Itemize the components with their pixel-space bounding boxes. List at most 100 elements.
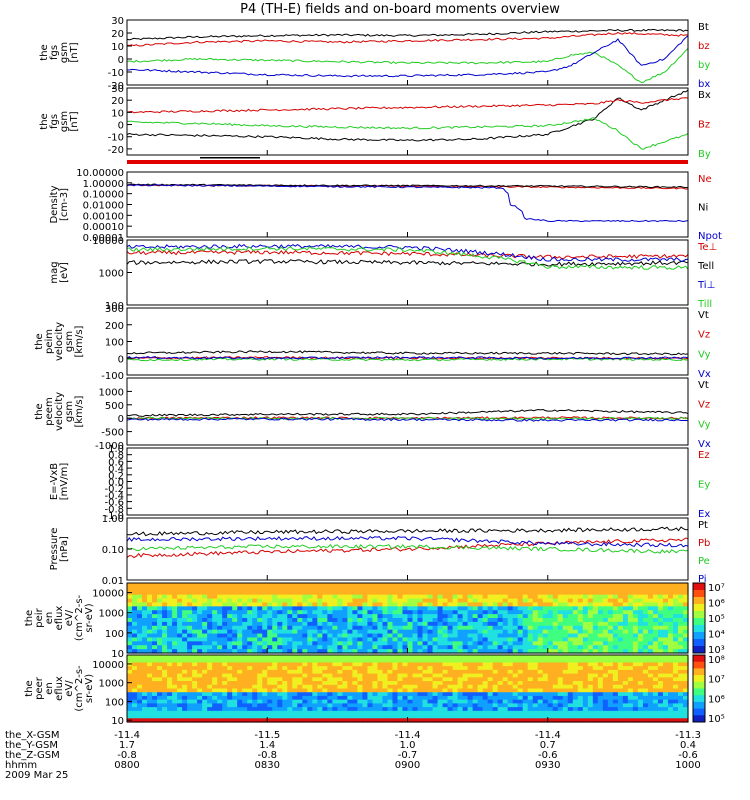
spectrogram-cell (657, 684, 664, 690)
spectrogram-cell (337, 718, 343, 723)
spectrogram-cell (482, 710, 489, 716)
spectrogram-cell (602, 699, 609, 704)
spectrogram-cell (217, 618, 223, 623)
spectrogram-cell (477, 677, 484, 682)
spectrogram-cell (237, 655, 243, 660)
spectrogram-cell (452, 677, 459, 682)
spectrogram-cell (667, 677, 674, 682)
spectrogram-cell (557, 692, 564, 697)
spectrogram-cell (157, 669, 163, 675)
spectrogram-cell (202, 669, 208, 675)
spectrogram-cell (527, 662, 534, 667)
spectrogram-cell (567, 590, 574, 596)
spectrogram-cell (222, 677, 228, 682)
spectrogram-cell (572, 586, 579, 592)
spectrogram-cell (677, 695, 684, 701)
spectrogram-cell (487, 594, 494, 600)
spectrogram-cell (547, 684, 554, 690)
spectrogram-cell (432, 583, 439, 588)
spectrogram-cell (297, 718, 303, 723)
spectrogram-cell (317, 669, 323, 675)
spectrogram-cell (522, 669, 529, 675)
spectrogram-cell (642, 695, 649, 701)
spectrogram-cell (587, 637, 594, 642)
spectrogram-cell (662, 614, 669, 619)
spectrogram-cell (262, 692, 268, 697)
spectrogram-cell (332, 707, 338, 712)
spectrogram-cell (677, 673, 684, 678)
spectrogram-cell (162, 707, 168, 712)
spectrogram-cell (232, 629, 238, 635)
spectrogram-cell (367, 586, 374, 592)
spectrogram-cell (192, 655, 198, 660)
spectrogram-cell (132, 641, 138, 646)
spectrogram-cell (412, 710, 419, 716)
spectrogram-cell (507, 606, 514, 611)
spectrogram-cell (272, 598, 278, 604)
spectrogram-cell (167, 695, 173, 701)
spectrogram-cell (442, 633, 449, 639)
spectrogram-cell (497, 629, 504, 635)
spectrogram-cell (432, 684, 439, 690)
spectrogram-cell (277, 684, 283, 690)
spectrogram-cell (447, 695, 454, 701)
spectrogram-cell (582, 633, 589, 639)
spectrogram-cell (242, 583, 248, 588)
spectrogram-cell (637, 629, 644, 635)
spectrogram-cell (467, 602, 474, 607)
spectrogram-cell (577, 618, 584, 623)
spectrogram-cell (582, 606, 589, 611)
spectrogram-cell (602, 714, 609, 719)
spectrogram-cell (542, 586, 549, 592)
spectrogram-cell (207, 606, 213, 611)
spectrogram-cell (577, 699, 584, 704)
spectrogram-cell (222, 681, 228, 686)
spectrogram-cell (192, 681, 198, 686)
y-axis-label-line: (cm^2-s- (74, 594, 85, 641)
spectrogram-cell (507, 645, 514, 650)
spectrogram-cell (432, 629, 439, 635)
spectrogram-cell (342, 586, 348, 592)
spectrogram-cell (292, 590, 298, 596)
spectrogram-cell (457, 707, 464, 712)
spectrogram-cell (657, 707, 664, 712)
spectrogram-cell (232, 692, 238, 697)
spectrogram-cell (452, 602, 459, 607)
spectrogram-cell (347, 658, 354, 664)
spectrogram-cell (567, 688, 574, 693)
spectrogram-cell (682, 695, 689, 701)
spectrogram-cell (362, 669, 369, 675)
spectrogram-cell (297, 703, 303, 708)
spectrogram-cell (242, 669, 248, 675)
spectrogram-cell (457, 684, 464, 690)
spectrogram-cell (417, 662, 424, 667)
spectrogram-cell (342, 641, 348, 646)
spectrogram-cell (417, 681, 424, 686)
spectrogram-cell (187, 662, 193, 667)
spectrogram-cell (492, 695, 499, 701)
spectrogram-cell (282, 673, 288, 678)
spectrogram-cell (517, 641, 524, 646)
spectrogram-cell (342, 590, 348, 596)
spectrogram-cell (327, 666, 333, 671)
spectrogram-cell (327, 658, 333, 664)
spectrogram-cell (642, 699, 649, 704)
spectrogram-cell (272, 662, 278, 667)
spectrogram-cell (667, 629, 674, 635)
spectrogram-cell (237, 629, 243, 635)
spectrogram-cell (552, 583, 559, 588)
spectrogram-cell (352, 625, 359, 631)
spectrogram-cell (392, 629, 399, 635)
spectrogram-cell (472, 655, 479, 660)
spectrogram-cell (642, 602, 649, 607)
spectrogram-cell (437, 586, 444, 592)
spectrogram-cell (207, 614, 213, 619)
spectrogram-cell (557, 625, 564, 631)
spectrogram-cell (572, 606, 579, 611)
spectrogram-cell (672, 666, 679, 671)
spectrogram-cell (402, 695, 409, 701)
spectrogram-cell (462, 621, 469, 627)
spectrogram-cell (267, 714, 273, 719)
spectrogram-cell (507, 641, 514, 646)
spectrogram-cell (402, 718, 409, 723)
